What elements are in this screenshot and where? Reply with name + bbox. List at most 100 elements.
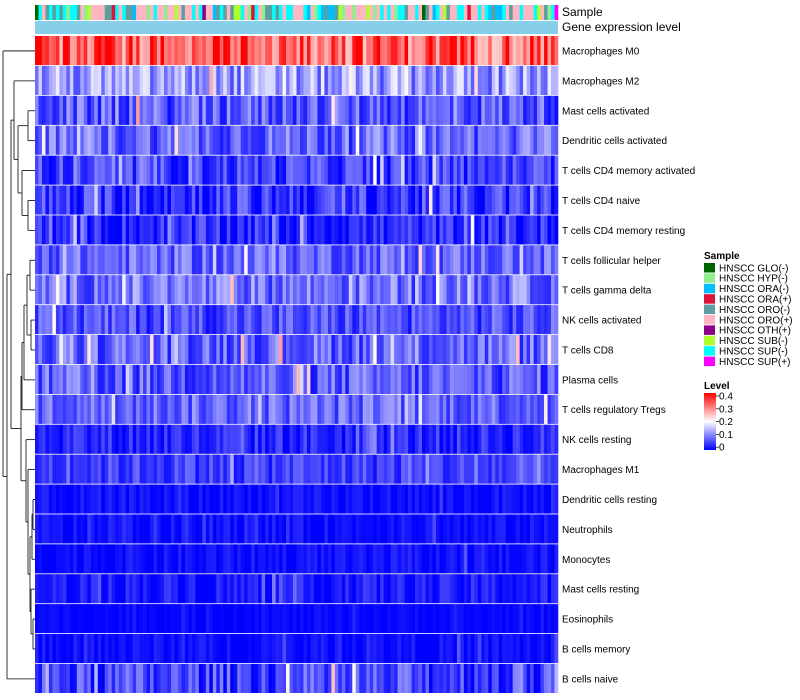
- heatmap-cell: [369, 275, 374, 305]
- heatmap-cell: [422, 394, 426, 424]
- heatmap-cell: [491, 454, 496, 484]
- heatmap-cell: [453, 514, 458, 544]
- heatmap-cell: [174, 514, 179, 544]
- heatmap-cell: [132, 335, 137, 365]
- heatmap-cell: [129, 663, 133, 693]
- heatmap-cell: [303, 634, 308, 664]
- heatmap-cell: [495, 663, 500, 693]
- heatmap-cell: [387, 574, 391, 604]
- heatmap-cell: [526, 155, 531, 185]
- heatmap-cell: [554, 454, 559, 484]
- heatmap-cell: [177, 574, 182, 604]
- heatmap-cell: [108, 36, 113, 66]
- heatmap-cell: [170, 484, 175, 514]
- sample-annotation-cell: [310, 5, 315, 20]
- heatmap-cell: [387, 454, 391, 484]
- heatmap-cell: [554, 484, 559, 514]
- heatmap-cell: [136, 65, 140, 95]
- heatmap-cell: [170, 335, 175, 365]
- heatmap-cell: [261, 663, 266, 693]
- heatmap-cell: [143, 185, 147, 215]
- heatmap-cell: [502, 574, 506, 604]
- heatmap-cell: [251, 604, 255, 634]
- heatmap-cell: [150, 95, 154, 125]
- heatmap-cell: [226, 215, 231, 245]
- sample-annotation-cell: [397, 5, 402, 20]
- sample-legend-swatch: [704, 294, 715, 304]
- heatmap-cell: [477, 574, 482, 604]
- heatmap-cell: [523, 574, 527, 604]
- heatmap-cell: [35, 245, 39, 275]
- heatmap-cell: [477, 36, 482, 66]
- heatmap-cell: [101, 245, 106, 275]
- heatmap-cell: [136, 454, 140, 484]
- heatmap-cell: [299, 65, 304, 95]
- heatmap-cell: [226, 394, 231, 424]
- heatmap-cell: [390, 155, 395, 185]
- heatmap-cell: [188, 215, 193, 245]
- heatmap-cell: [212, 424, 217, 454]
- heatmap-cell: [355, 95, 360, 125]
- sample-annotation-cell: [195, 5, 200, 20]
- heatmap-cell: [470, 604, 475, 634]
- heatmap-cell: [303, 305, 308, 335]
- heatmap-cell: [428, 514, 433, 544]
- heatmap-cell: [355, 634, 360, 664]
- heatmap-cell: [512, 245, 517, 275]
- heatmap-cell: [160, 95, 165, 125]
- heatmap-cell: [209, 335, 214, 365]
- heatmap-cell: [467, 65, 472, 95]
- heatmap-cell: [446, 514, 451, 544]
- heatmap-cell: [198, 514, 203, 544]
- heatmap-cell: [38, 484, 43, 514]
- heatmap-cell: [352, 514, 357, 544]
- heatmap-cell: [198, 604, 203, 634]
- heatmap-cell: [422, 245, 426, 275]
- heatmap-cell: [101, 514, 106, 544]
- heatmap-cell: [376, 604, 381, 634]
- heatmap-cell: [157, 394, 161, 424]
- heatmap-cell: [279, 125, 283, 155]
- heatmap-cell: [383, 215, 388, 245]
- heatmap-cell: [481, 514, 486, 544]
- heatmap-cell: [519, 125, 524, 155]
- heatmap-cell: [94, 36, 99, 66]
- heatmap-cell: [435, 574, 440, 604]
- heatmap-cell: [439, 155, 444, 185]
- heatmap-cell: [258, 424, 262, 454]
- heatmap-cell: [240, 514, 245, 544]
- heatmap-cell: [422, 663, 426, 693]
- heatmap-cell: [338, 484, 343, 514]
- heatmap-cell: [219, 484, 224, 514]
- heatmap-cell: [157, 185, 161, 215]
- heatmap-cell: [394, 394, 398, 424]
- heatmap-cell: [484, 454, 489, 484]
- heatmap-cell: [355, 155, 360, 185]
- heatmap-cell: [338, 305, 343, 335]
- heatmap-cell: [83, 185, 88, 215]
- heatmap-cell: [376, 125, 381, 155]
- heatmap-cell: [390, 424, 395, 454]
- heatmap-cell: [551, 604, 555, 634]
- heatmap-cell: [83, 245, 88, 275]
- heatmap-cell: [59, 185, 64, 215]
- sample-annotation-cell: [470, 5, 475, 20]
- heatmap-cell: [97, 245, 102, 275]
- heatmap-cell: [97, 125, 102, 155]
- heatmap-cell: [509, 36, 513, 66]
- heatmap-cell: [442, 604, 447, 634]
- sample-annotation-cell: [146, 5, 151, 20]
- heatmap-cell: [45, 95, 50, 125]
- heatmap-cell: [415, 155, 419, 185]
- heatmap-cell: [425, 634, 430, 664]
- heatmap-cell: [537, 155, 541, 185]
- sample-annotation-cell: [404, 5, 409, 20]
- heatmap-cell: [247, 514, 252, 544]
- heatmap-cell: [240, 275, 245, 305]
- heatmap-cell: [415, 275, 419, 305]
- heatmap-cell: [237, 185, 242, 215]
- heatmap-cell: [38, 65, 43, 95]
- heatmap-cell: [523, 663, 527, 693]
- heatmap-cell: [456, 484, 461, 514]
